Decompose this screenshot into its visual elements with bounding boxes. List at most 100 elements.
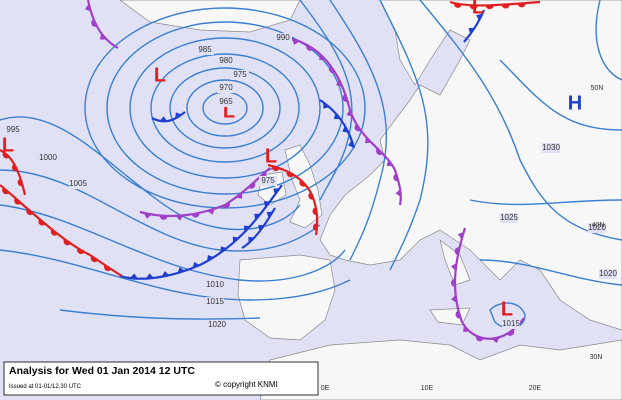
fronts [0, 0, 541, 344]
isobar-label-bg [274, 33, 292, 43]
front-symbol [453, 3, 462, 8]
front-symbol [161, 271, 170, 277]
front-symbol [386, 159, 393, 167]
front-symbol [263, 201, 271, 208]
front-symbol [84, 3, 91, 12]
front-symbol [266, 211, 273, 219]
footer-issued: Issued at 01-01/12.30 UTC [9, 384, 82, 390]
front-symbol [99, 33, 107, 40]
front-symbol [346, 109, 353, 117]
front-symbol [312, 223, 318, 232]
occluded-front [139, 167, 271, 218]
isobar [595, 0, 622, 81]
isobar [0, 204, 346, 282]
isobar-label-bg [588, 223, 606, 233]
front-symbol [506, 329, 515, 336]
sicily [429, 307, 471, 326]
isobar-label-bg [206, 297, 224, 307]
isobar-label-bg [502, 319, 520, 329]
pressure-centre: L [472, 0, 484, 18]
isobar-label: 980 [219, 56, 233, 65]
front-symbol [206, 254, 214, 262]
grid-label: 0E [321, 385, 330, 392]
front-symbol [177, 267, 185, 274]
front-symbol [364, 136, 372, 144]
front-symbol [222, 202, 230, 209]
isobar-label: 990 [276, 33, 290, 42]
grid-label: 50N [591, 85, 604, 92]
isobar [0, 169, 321, 252]
isobar-label: 985 [198, 45, 212, 54]
front-symbol [63, 239, 71, 246]
isobar [129, 37, 321, 179]
front-symbol [17, 178, 23, 187]
isobar [419, 0, 622, 241]
isobar-label-bg [217, 56, 235, 66]
front-symbol [232, 236, 240, 243]
front-symbol [104, 264, 112, 272]
warm-front [0, 149, 27, 196]
front-symbol [451, 262, 457, 271]
front-symbol [2, 151, 10, 159]
front-symbol [129, 273, 138, 279]
isobar [479, 259, 622, 286]
front-symbol [328, 65, 336, 73]
front-symbol [77, 248, 85, 255]
isobar-label: 1020 [588, 223, 606, 232]
isobar-label: 1000 [39, 153, 57, 162]
isobar-label-bg [259, 176, 277, 186]
isobar [329, 0, 388, 261]
front-symbol [375, 148, 383, 156]
front-symbol [455, 310, 461, 319]
front-symbol [248, 182, 256, 189]
isobar-label-bg [208, 320, 226, 330]
cold-front [151, 111, 186, 123]
front-symbol [393, 173, 399, 182]
front-symbol [462, 325, 470, 332]
grid-label: 20E [529, 385, 542, 392]
cold-front [119, 184, 283, 280]
front-symbol [319, 53, 326, 61]
front-symbol [90, 255, 99, 263]
front-symbol [271, 165, 280, 172]
pressure-centre: L [501, 298, 513, 320]
front-symbol [286, 171, 294, 178]
isobar [499, 59, 622, 131]
isobar-label: 965 [219, 97, 233, 106]
front-symbol [501, 4, 510, 9]
front-symbol [299, 179, 307, 187]
isobar-label: 1010 [206, 280, 224, 289]
front-symbol [14, 197, 22, 205]
isobar-label-bg [196, 45, 214, 55]
isobar [59, 309, 261, 320]
africa [259, 339, 622, 400]
pressure-centre: L [154, 64, 166, 86]
warm-front [0, 184, 123, 277]
isobar-label-bg [217, 83, 235, 93]
front-symbol [191, 212, 200, 218]
grid-label: 30N [590, 354, 603, 361]
isobar-label: 1015 [206, 297, 224, 306]
front-symbol [26, 208, 34, 216]
front-symbol [220, 246, 227, 253]
front-symbol [308, 192, 314, 200]
front-symbol [145, 273, 154, 279]
front-symbol [91, 19, 97, 27]
labels: LLL LLLH985980975970965990995100010051010… [2, 0, 618, 392]
front-symbol [312, 207, 318, 216]
isobar-label: 1020 [599, 269, 617, 278]
warm-front [449, 0, 541, 7]
front-symbol [291, 38, 300, 45]
front-symbol [159, 215, 168, 220]
isobar-label: 1025 [500, 213, 518, 222]
front-symbol [342, 125, 349, 133]
front-symbol [469, 5, 478, 10]
front-symbol [457, 231, 464, 240]
front-symbol [450, 278, 455, 287]
pressure-centre: L [2, 134, 14, 156]
front-symbol [273, 188, 280, 195]
grid-label: 40N [592, 222, 605, 229]
occluded-front [453, 227, 525, 340]
isobar-label: 975 [261, 176, 275, 185]
